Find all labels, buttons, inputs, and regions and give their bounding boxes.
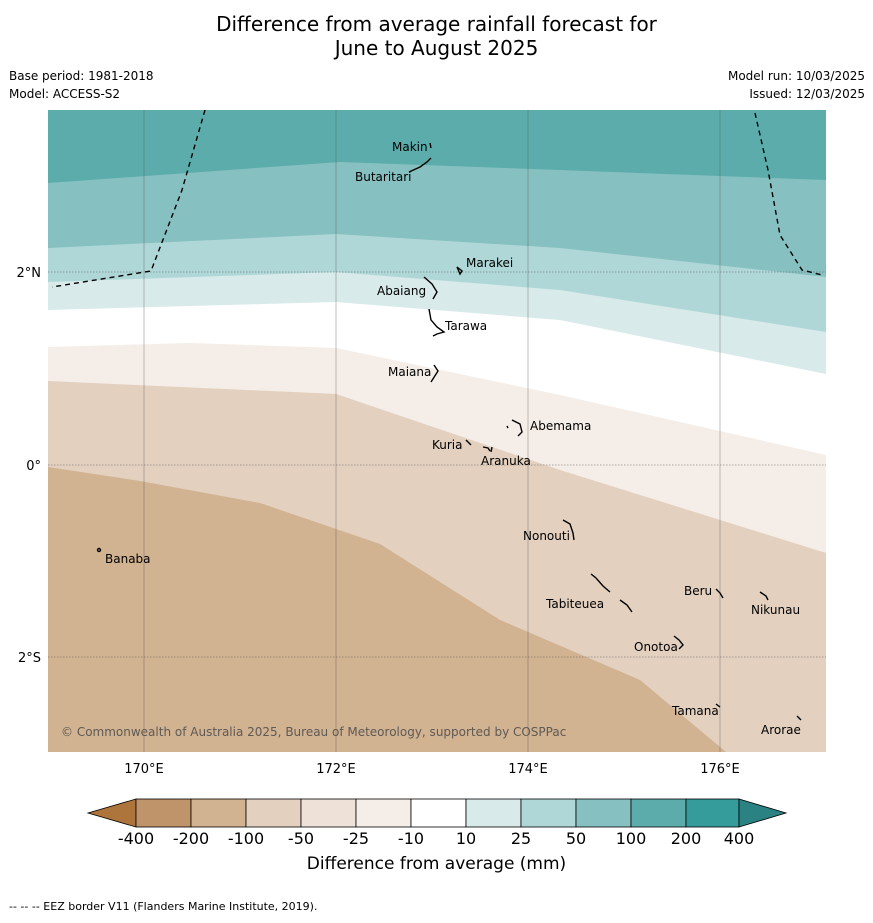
lat-label-2s: 2°S xyxy=(18,651,41,666)
colorbar-bin xyxy=(630,798,687,828)
colorbar-tick: -400 xyxy=(118,829,154,848)
rainfall-bands xyxy=(48,110,826,752)
colorbar-bin xyxy=(575,798,632,828)
colorbar-arrow-high xyxy=(738,798,788,828)
lat-label-2n: 2°N xyxy=(17,266,42,281)
island-label-abaiang: Abaiang xyxy=(377,284,426,298)
colorbar-bin xyxy=(685,798,740,828)
longitude-gridlines xyxy=(143,110,721,752)
colorbar-tick: 10 xyxy=(456,829,476,848)
model-name: Model: ACCESS-S2 xyxy=(9,87,121,101)
island-label-banaba: Banaba xyxy=(105,552,151,566)
lat-label-0: 0° xyxy=(26,459,41,474)
colorbar-bin xyxy=(465,798,522,828)
island-label-butaritari: Butaritari xyxy=(355,170,412,184)
colorbar-bin xyxy=(355,798,412,828)
lon-label-176e: 176°E xyxy=(700,762,740,777)
lon-label-172e: 172°E xyxy=(316,762,356,777)
title-line-1: Difference from average rainfall forecas… xyxy=(216,12,657,36)
island-label-beru: Beru xyxy=(684,584,712,598)
island-outlines xyxy=(96,142,802,721)
chart-title: Difference from average rainfall forecas… xyxy=(0,12,873,60)
colorbar-arrow-low xyxy=(86,798,137,828)
island-label-abemama: Abemama xyxy=(530,419,591,433)
island-label-onotoa: Onotoa xyxy=(634,640,678,654)
island-label-maiana: Maiana xyxy=(388,365,431,379)
axis-labels: 170°E 172°E 174°E 176°E 2°N 0° 2°S xyxy=(17,266,740,777)
colorbar-bin xyxy=(300,798,357,828)
colorbar-tick: 400 xyxy=(724,829,755,848)
colorbar-bin xyxy=(410,798,467,828)
eez-border-east xyxy=(754,112,823,276)
island-label-nikunau: Nikunau xyxy=(751,603,800,617)
colorbar-tick: -10 xyxy=(398,829,424,848)
lon-label-170e: 170°E xyxy=(124,762,164,777)
colorbar-tick: 50 xyxy=(566,829,586,848)
colorbar-bin xyxy=(190,798,247,828)
island-label-makin: Makin xyxy=(392,140,428,154)
colorbar-tick: 100 xyxy=(616,829,647,848)
island-label-arorae: Arorae xyxy=(761,723,801,737)
meta-right: Model run: 10/03/2025 Issued: 12/03/2025 xyxy=(728,67,865,103)
makin-outline xyxy=(429,142,432,149)
base-period: Base period: 1981-2018 xyxy=(9,69,154,83)
lon-label-174e: 174°E xyxy=(508,762,548,777)
island-labels: Makin Butaritari Marakei Abaiang Tarawa … xyxy=(105,140,801,737)
colorbar-bin xyxy=(135,798,192,828)
title-line-2: June to August 2025 xyxy=(334,36,539,60)
island-label-tarawa: Tarawa xyxy=(444,319,487,333)
island-label-kuria: Kuria xyxy=(432,438,463,452)
colorbar-ticks: -400 -200 -100 -50 -25 -10 10 25 50 100 … xyxy=(118,829,754,848)
island-label-marakei: Marakei xyxy=(466,256,513,270)
island-label-tabiteuea: Tabiteuea xyxy=(545,597,604,611)
colorbar-tick: -50 xyxy=(288,829,314,848)
colorbar-tick: -25 xyxy=(343,829,369,848)
colorbar-tick: -100 xyxy=(228,829,264,848)
eez-border-west xyxy=(51,110,206,288)
band-minus-50-100 xyxy=(48,467,726,752)
eez-footnote: -- -- -- EEZ border V11 (Flanders Marine… xyxy=(9,900,318,913)
copyright-notice: © Commonwealth of Australia 2025, Bureau… xyxy=(61,725,566,739)
island-label-aranuka: Aranuka xyxy=(481,454,531,468)
colorbar-bin xyxy=(520,798,577,828)
colorbar-tick: 25 xyxy=(511,829,531,848)
island-label-nonouti: Nonouti xyxy=(523,529,570,543)
colorbar-tick: 200 xyxy=(671,829,702,848)
colorbar xyxy=(86,798,788,828)
latitude-gridlines xyxy=(48,271,826,658)
colorbar-bin xyxy=(245,798,302,828)
colorbar-title: Difference from average (mm) xyxy=(306,854,567,874)
issued-date: Issued: 12/03/2025 xyxy=(749,87,865,101)
colorbar-tick: -200 xyxy=(173,829,209,848)
model-run: Model run: 10/03/2025 xyxy=(727,69,865,83)
island-label-tamana: Tamana xyxy=(671,704,719,718)
meta-left: Base period: 1981-2018 Model: ACCESS-S2 xyxy=(9,67,154,103)
